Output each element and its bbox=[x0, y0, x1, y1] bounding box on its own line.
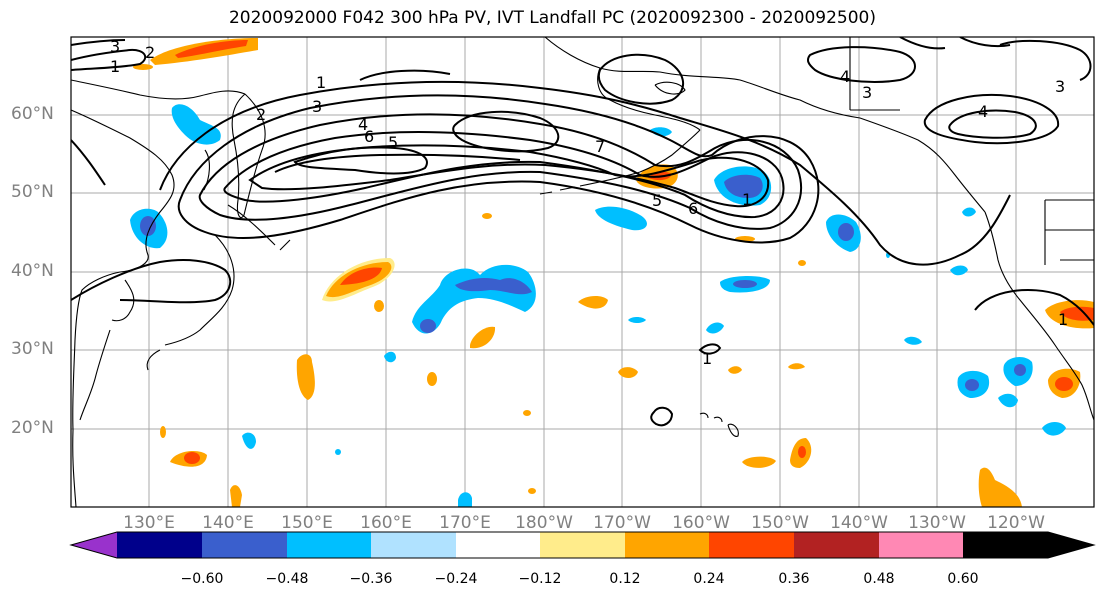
contour-label: 3 bbox=[1055, 77, 1065, 96]
contour-label: 4 bbox=[358, 115, 368, 134]
contour-label: 3 bbox=[110, 37, 120, 56]
coastlines bbox=[71, 37, 1094, 507]
longitude-label: 140°E bbox=[202, 513, 254, 533]
colorbar-segment bbox=[794, 532, 879, 558]
map-title: 2020092000 F042 300 hPa PV, IVT Landfall… bbox=[228, 8, 876, 28]
colorbar-segment bbox=[371, 532, 456, 558]
contour-label: 1 bbox=[316, 73, 326, 92]
pv-contours bbox=[71, 37, 1094, 427]
contour-label: 4 bbox=[840, 67, 850, 86]
contour-label: 1 bbox=[1058, 310, 1068, 329]
colorbar-tick-label: −0.12 bbox=[518, 571, 562, 587]
colorbar-tick-label: −0.60 bbox=[180, 571, 224, 587]
colorbar-segment bbox=[540, 532, 625, 558]
colorbar-tick-label: 0.48 bbox=[863, 571, 895, 587]
contour-label: 5 bbox=[652, 191, 662, 210]
latitude-label: 60°N bbox=[11, 104, 54, 124]
colorbar bbox=[69, 531, 1096, 559]
colorbar-tick-label: 0.12 bbox=[609, 571, 641, 587]
contour-label: 5 bbox=[388, 133, 398, 152]
colorbar-segment bbox=[71, 532, 117, 558]
colorbar-segment bbox=[117, 532, 202, 558]
colorbar-segment bbox=[456, 532, 540, 558]
colorbar-tick-label: 0.36 bbox=[778, 571, 810, 587]
longitude-label: 140°W bbox=[830, 513, 888, 533]
longitude-label: 130°W bbox=[908, 513, 966, 533]
contour-label: 4 bbox=[978, 102, 988, 121]
colorbar-tick-label: −0.36 bbox=[349, 571, 393, 587]
colorbar-tick-label: −0.24 bbox=[434, 571, 478, 587]
colorbar-segment bbox=[963, 532, 1094, 558]
latitude-label: 30°N bbox=[11, 339, 54, 359]
longitude-label: 130°E bbox=[123, 513, 175, 533]
contour-label: 3 bbox=[862, 83, 872, 102]
colorbar-tick-label: −0.48 bbox=[265, 571, 309, 587]
contour-label: 2 bbox=[145, 43, 155, 62]
colorbar-tick-label: 0.24 bbox=[693, 571, 725, 587]
latitude-label: 40°N bbox=[11, 261, 54, 281]
contour-label: 1 bbox=[742, 190, 752, 209]
contour-label: 2 bbox=[256, 105, 266, 124]
longitude-label: 150°W bbox=[751, 513, 809, 533]
contour-label: 3 bbox=[312, 97, 322, 116]
contour-labels: 1 2 3 4 5 6 7 1 2 3 4 3 5 6 1 1 1 3 4 bbox=[110, 37, 1068, 368]
latitude-label: 20°N bbox=[11, 418, 54, 438]
colorbar-segment bbox=[709, 532, 794, 558]
colorbar-segment bbox=[625, 532, 709, 558]
contour-label: 6 bbox=[688, 199, 698, 218]
ivt-shading bbox=[130, 38, 1094, 507]
colorbar-segment bbox=[202, 532, 287, 558]
colorbar-segment bbox=[879, 532, 963, 558]
map-frame bbox=[70, 36, 1095, 508]
longitude-label: 150°E bbox=[281, 513, 333, 533]
longitude-label: 160°E bbox=[360, 513, 412, 533]
contour-label: 6 bbox=[364, 127, 374, 146]
contour-label: 7 bbox=[595, 137, 605, 156]
longitude-label: 170°W bbox=[593, 513, 651, 533]
longitude-label: 180°W bbox=[515, 513, 573, 533]
longitude-label: 170°E bbox=[439, 513, 491, 533]
colorbar-tick-label: 0.60 bbox=[947, 571, 979, 587]
contour-label: 1 bbox=[702, 349, 712, 368]
longitude-label: 160°W bbox=[672, 513, 730, 533]
gridlines bbox=[71, 37, 1094, 507]
contour-label: 1 bbox=[110, 57, 120, 76]
latitude-label: 50°N bbox=[11, 182, 54, 202]
longitude-label: 120°W bbox=[987, 513, 1045, 533]
colorbar-segment bbox=[287, 532, 371, 558]
